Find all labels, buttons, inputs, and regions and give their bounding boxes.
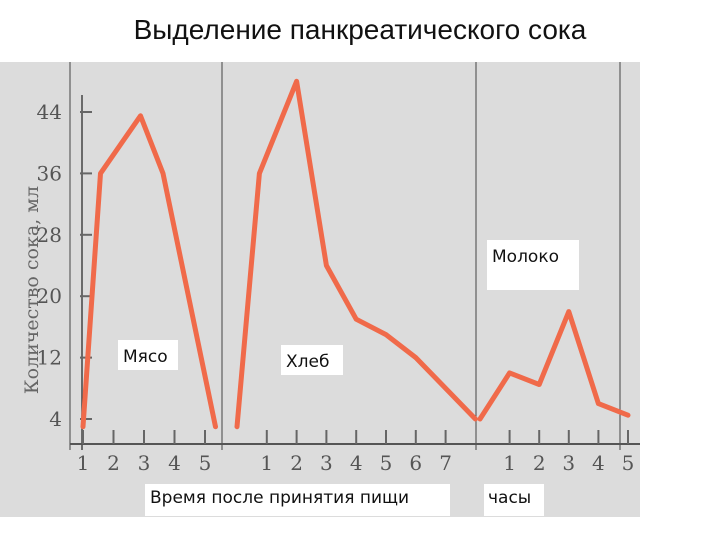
y-axis-label: Количество сока, мл	[21, 186, 43, 394]
x-tick-label: 5	[380, 451, 393, 475]
series-line-2	[477, 309, 631, 422]
panel-labels: Мясо Хлеб Молоко	[118, 240, 579, 375]
x-tick-label: 3	[320, 451, 333, 475]
y-tick-label: 4	[49, 407, 62, 431]
panel-label-0: Мясо	[123, 347, 168, 367]
x-tick-label: 1	[260, 451, 273, 475]
panel-label-box	[487, 240, 579, 290]
y-tick-label: 28	[37, 223, 62, 247]
x-tick-label: 4	[350, 451, 363, 475]
x-tick-label: 4	[592, 451, 605, 475]
series-line-1	[234, 78, 478, 430]
y-tick-label: 44	[37, 100, 62, 124]
x-tick-label: 2	[107, 451, 120, 475]
y-tick-label: 36	[37, 161, 62, 185]
x-tick-label: 1	[503, 451, 516, 475]
series-lines	[80, 78, 631, 430]
panel-label-2: Молоко	[492, 247, 559, 267]
panel-label-1: Хлеб	[286, 352, 329, 372]
x-tick-label: 4	[168, 451, 181, 475]
x-tick-label: 5	[199, 451, 212, 475]
series-line-0	[80, 113, 218, 430]
x-unit-box	[484, 484, 544, 516]
panel-label-box	[118, 340, 178, 370]
gridlines	[69, 62, 621, 450]
x-axis-label: Время после принятия пищи	[150, 488, 409, 508]
x-tick-label: 5	[622, 451, 635, 475]
x-tick-label: 6	[409, 451, 422, 475]
x-tick-label: 3	[138, 451, 151, 475]
x-unit-label: часы	[488, 488, 531, 508]
chart-title: Выделение панкреатического сока	[133, 14, 587, 45]
axis-titles: Время после принятия пищи часы Количество …	[21, 186, 544, 516]
panel-label-box	[281, 345, 343, 375]
y-tick-label: 12	[37, 346, 62, 370]
x-tick-label: 3	[562, 451, 575, 475]
x-label-box	[145, 484, 450, 516]
x-tick-label: 2	[290, 451, 303, 475]
y-tick-label: 20	[37, 284, 62, 308]
x-tick-label: 2	[533, 451, 546, 475]
x-tick-label: 1	[77, 451, 90, 475]
x-tick-label: 7	[439, 451, 452, 475]
